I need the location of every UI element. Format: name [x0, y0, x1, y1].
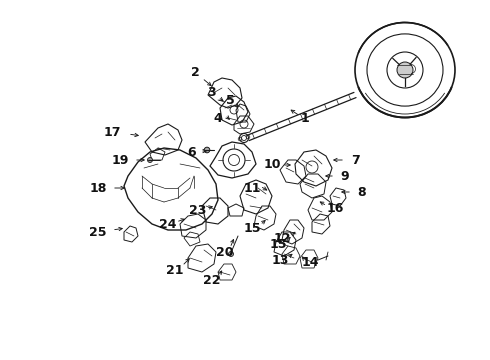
- Text: 22: 22: [203, 274, 221, 287]
- Text: 17: 17: [103, 126, 121, 139]
- Text: 7: 7: [351, 153, 359, 166]
- Text: 10: 10: [263, 158, 281, 171]
- Circle shape: [204, 147, 210, 153]
- Text: 15: 15: [243, 221, 261, 234]
- Circle shape: [147, 158, 152, 162]
- Text: 16: 16: [326, 202, 343, 215]
- Text: 9: 9: [341, 170, 349, 183]
- Circle shape: [228, 252, 234, 256]
- Text: 4: 4: [214, 112, 222, 125]
- Text: 11: 11: [243, 181, 261, 194]
- Text: 25: 25: [89, 225, 107, 238]
- Text: 20: 20: [216, 246, 234, 258]
- Text: 24: 24: [159, 219, 177, 231]
- Text: 15: 15: [269, 239, 287, 252]
- Circle shape: [397, 62, 413, 78]
- Text: 6: 6: [188, 145, 196, 158]
- Text: 2: 2: [191, 66, 199, 78]
- Text: 21: 21: [166, 264, 184, 276]
- Text: 18: 18: [89, 181, 107, 194]
- Text: 19: 19: [111, 153, 129, 166]
- Text: 3: 3: [208, 85, 216, 99]
- Text: 13: 13: [271, 253, 289, 266]
- Text: 12: 12: [273, 231, 291, 244]
- Text: 14: 14: [301, 256, 319, 269]
- Text: 23: 23: [189, 203, 207, 216]
- Text: 5: 5: [225, 94, 234, 107]
- Text: 8: 8: [358, 185, 367, 198]
- Text: 1: 1: [301, 112, 309, 125]
